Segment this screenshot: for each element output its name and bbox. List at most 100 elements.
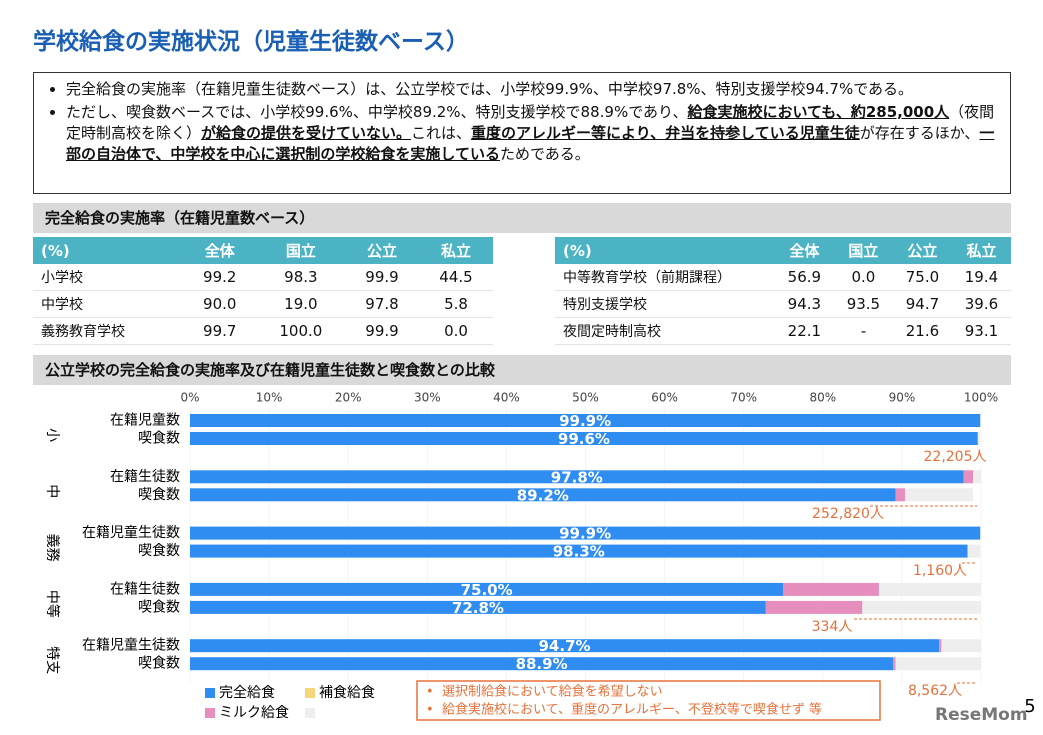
bar-segment <box>190 526 981 540</box>
category-label: 喫食数 <box>138 431 180 447</box>
value-label: 75.0% <box>461 581 513 599</box>
table-cell: 75.0 <box>892 264 952 291</box>
bullet: ただし、喫食数ベースでは、小学校99.6%、中学校89.2%、特別支援学校で88… <box>66 102 1000 165</box>
notes-box <box>416 680 881 721</box>
table-row: 義務教育学校 99.7 100.0 99.9 0.0 <box>33 317 493 345</box>
header-cell: 私立 <box>951 237 1011 264</box>
rate-table: (%) 全体 国立 公立 私立 中等教育学校（前期課程） 56.9 0.0 75.0 19.4 特別… <box>555 237 1011 345</box>
header-cell: 全体 <box>182 237 257 264</box>
header-cell: 国立 <box>833 237 893 264</box>
table-cell: 0.0 <box>419 317 493 345</box>
category-label: 在籍児童生徒数 <box>82 637 180 654</box>
header-cell: 公立 <box>345 237 419 264</box>
table-cell: 特別支援学校 <box>555 290 775 318</box>
table-cell: 99.9 <box>345 317 419 345</box>
bullet: 完全給食の実施率（在籍児童生徒数ベース）は、公立学校では、小学校99.9%、中学… <box>66 79 1000 100</box>
bullet-list: 完全給食の実施率（在籍児童生徒数ベース）は、公立学校では、小学校99.9%、中学… <box>44 79 1000 165</box>
table-row: 中学校 90.0 19.0 97.8 5.8 <box>33 290 493 318</box>
bullet-text: が存在するほか、 <box>859 124 980 142</box>
bullet-text: ただし、喫食数ベースでは、小学校99.6%、中学校89.2%、特別支援学校で88… <box>66 103 688 121</box>
category-label: 在籍生徒数 <box>110 580 180 597</box>
x-tick-label: 20% <box>335 391 362 405</box>
bar-segment <box>190 544 968 558</box>
header-cell: (%) <box>33 237 183 264</box>
table-row: 中等教育学校（前期課程） 56.9 0.0 75.0 19.4 <box>555 264 1011 291</box>
annotation: 8,562人 <box>908 683 962 699</box>
table-cell: 99.9 <box>345 264 419 291</box>
value-label: 98.3% <box>553 543 605 561</box>
bullet-text: ためである。 <box>499 145 590 163</box>
x-tick-label: 0% <box>180 391 199 405</box>
legend-swatch <box>305 708 315 718</box>
bar-segment <box>190 432 978 445</box>
bar-segment <box>973 470 981 484</box>
x-tick-label: 10% <box>256 391 283 405</box>
table-cell: 19.4 <box>951 264 1011 291</box>
header-row: (%) 全体 国立 公立 私立 <box>33 237 493 264</box>
summary-box: 完全給食の実施率（在籍児童生徒数ベース）は、公立学校では、小学校99.9%、中学… <box>33 72 1011 194</box>
header-cell: 公立 <box>892 237 952 264</box>
x-tick-label: 70% <box>730 391 757 405</box>
group-label: 中 <box>44 484 60 498</box>
bullet-text: （夜間定時制高校を除く） <box>66 103 995 142</box>
table-cell: 44.5 <box>419 264 493 291</box>
table-cell: 21.6 <box>892 317 952 345</box>
bar-segment <box>190 470 964 484</box>
annotation: 22,205人 <box>924 449 987 465</box>
table-row: 特別支援学校 94.3 93.5 94.7 39.6 <box>555 290 1011 318</box>
header-cell: 全体 <box>774 237 834 264</box>
header-row: (%) 全体 国立 公立 私立 <box>555 237 1011 264</box>
header-cell: (%) <box>555 237 775 264</box>
category-label: 喫食数 <box>138 599 180 615</box>
chart: 0% 10% 20% 30% 40% 50% 60% 70% 80% 90% 100% 小中義務中等特… <box>44 391 1036 726</box>
bullet-text: 完全給食の実施率（在籍児童生徒数ベース）は、公立学校では、小学校99.9%、中学… <box>66 80 914 98</box>
header-cell: 国立 <box>256 237 346 264</box>
section-header: 公立学校の完全給食の実施率及び在籍児童生徒数と喫食数との比較 <box>33 355 1011 385</box>
bullet-text: これは、 <box>411 124 472 142</box>
category-label: 在籍児童生徒数 <box>82 524 180 541</box>
bullet-text: が給食の提供を受けていない。 <box>201 124 412 142</box>
table-cell: - <box>833 317 893 345</box>
legend-label: 補食給食 <box>319 685 375 701</box>
section-header: 完全給食の実施率（在籍児童数ベース） <box>33 203 1011 233</box>
bullet-text: 一部の自治体で、中学校を中心に選択制の学校給食を実施している <box>66 124 995 163</box>
group-label: 中等 <box>44 590 61 618</box>
bar-segment <box>190 657 894 671</box>
bar-segment <box>190 639 940 653</box>
bar-segment <box>941 639 981 653</box>
value-label: 97.8% <box>551 468 603 486</box>
group-label: 小 <box>44 428 60 442</box>
bar-segment <box>893 657 896 671</box>
category-label: 在籍生徒数 <box>110 468 180 485</box>
value-label: 94.7% <box>539 637 591 655</box>
bar-segment <box>783 582 879 596</box>
rate-table: (%) 全体 国立 公立 私立 小学校 99.2 98.3 99.9 44.5 中学校 90.0 19.… <box>33 237 493 345</box>
legend-swatch <box>205 708 215 718</box>
table-cell: 小学校 <box>33 264 183 291</box>
value-label: 99.6% <box>558 430 610 448</box>
bar-segment <box>905 488 974 502</box>
bullet-text: 重度のアレルギー等により、弁当を持参している児童生徒 <box>471 124 860 142</box>
bar-segment <box>765 600 863 614</box>
x-tick-label: 30% <box>414 391 441 405</box>
slide-title: 学校給食の実施状況（児童生徒数ベース） <box>33 29 469 55</box>
table-cell: 94.7 <box>892 290 952 318</box>
table-cell: 98.3 <box>256 264 346 291</box>
table-cell: 19.0 <box>256 290 346 318</box>
bar-segment <box>190 488 896 502</box>
legend-swatch <box>305 688 315 698</box>
bullet-text: 給食実施校においても、約285,000人 <box>687 103 950 121</box>
annotation: 334人 <box>812 619 853 635</box>
table-cell: 93.5 <box>833 290 893 318</box>
bar-segment <box>977 432 981 445</box>
bar-segment <box>895 657 981 671</box>
bar-segment <box>939 639 942 653</box>
value-label: 99.9% <box>559 412 611 430</box>
bar-segment <box>963 470 974 484</box>
table-cell: 39.6 <box>951 290 1011 318</box>
table-cell: 5.8 <box>419 290 493 318</box>
logo: ReseMom <box>935 705 1028 725</box>
bar-segment <box>878 582 981 596</box>
group-label: 義務 <box>44 534 61 562</box>
